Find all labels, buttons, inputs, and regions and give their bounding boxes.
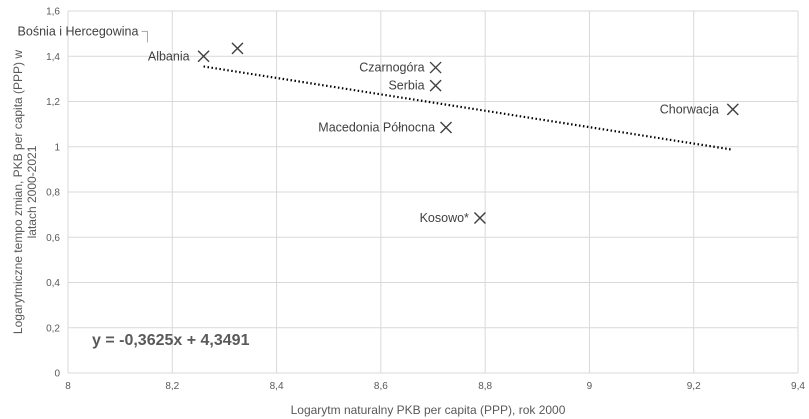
x-tick-label: 9,4 bbox=[791, 381, 805, 392]
x-tick-label: 8 bbox=[65, 381, 71, 392]
data-point bbox=[231, 42, 244, 55]
y-tick-label: 0,4 bbox=[46, 278, 60, 289]
y-tick-label: 1 bbox=[54, 142, 60, 153]
y-tick-label: 1,2 bbox=[46, 97, 60, 108]
point-label: Serbia bbox=[388, 79, 424, 93]
point-label: Bośnia i Hercegowina bbox=[18, 24, 139, 38]
x-tick-label: 9 bbox=[587, 381, 593, 392]
data-point bbox=[473, 212, 486, 225]
data-point bbox=[440, 121, 453, 134]
x-tick-label: 9,2 bbox=[687, 381, 701, 392]
data-points bbox=[197, 42, 739, 225]
x-tick-label: 8,4 bbox=[270, 381, 284, 392]
data-point bbox=[197, 50, 210, 63]
x-tick-label: 8,2 bbox=[165, 381, 179, 392]
trendline bbox=[203, 65, 733, 151]
y-tick-label: 1,4 bbox=[46, 52, 60, 63]
point-label: Macedonia Północna bbox=[318, 121, 435, 135]
point-label: Albania bbox=[148, 49, 190, 63]
point-label: Czarnogóra bbox=[359, 61, 424, 75]
x-tick-labels: 8 8,2 8,4 8,6 8,8 9 9,2 9,4 bbox=[65, 381, 805, 392]
y-tick-label: 0,8 bbox=[46, 188, 60, 199]
data-point bbox=[726, 103, 739, 116]
point-label: Chorwacja bbox=[660, 102, 719, 116]
point-label: Kosowo* bbox=[420, 211, 469, 225]
grid-lines bbox=[67, 10, 799, 374]
data-point bbox=[429, 79, 442, 92]
y-tick-label: 1,6 bbox=[46, 7, 60, 18]
data-point bbox=[429, 61, 442, 74]
trendline-equation: y = -0,3625x + 4,3491 bbox=[92, 332, 250, 349]
x-tick-label: 8,6 bbox=[374, 381, 388, 392]
x-axis-title: Logarytm naturalny PKB per capita (PPP),… bbox=[291, 403, 566, 417]
y-tick-label: 0,6 bbox=[46, 233, 60, 244]
point-labels: Albania Bośnia i Hercegowina Czarnogóra Ser… bbox=[18, 24, 719, 225]
y-axis-title: Logarytmiczne tempo zmian, PKB per capit… bbox=[11, 50, 39, 334]
label-leader-line bbox=[141, 30, 148, 43]
y-tick-label: 0 bbox=[54, 369, 60, 380]
y-tick-labels: 0 0,2 0,4 0,6 0,8 1 1,2 1,4 1,6 bbox=[46, 7, 60, 380]
x-tick-label: 8,8 bbox=[478, 381, 492, 392]
y-tick-label: 0,2 bbox=[46, 323, 60, 334]
